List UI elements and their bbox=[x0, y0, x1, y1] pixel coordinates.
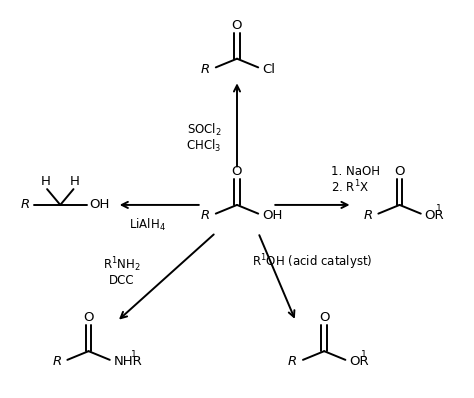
Text: R: R bbox=[52, 355, 62, 368]
Text: 2. R$^1$X: 2. R$^1$X bbox=[331, 179, 370, 195]
Text: DCC: DCC bbox=[109, 273, 134, 287]
Text: 1: 1 bbox=[130, 350, 136, 359]
Text: OH: OH bbox=[89, 199, 109, 211]
Text: R: R bbox=[201, 209, 210, 222]
Text: OR: OR bbox=[425, 209, 444, 222]
Text: 1: 1 bbox=[436, 204, 442, 213]
Text: O: O bbox=[319, 311, 329, 324]
Text: CHCl$_3$: CHCl$_3$ bbox=[186, 138, 222, 154]
Text: R: R bbox=[288, 355, 297, 368]
Text: NHR: NHR bbox=[114, 355, 142, 368]
Text: 1. NaOH: 1. NaOH bbox=[331, 165, 380, 178]
Text: OH: OH bbox=[262, 209, 283, 222]
Text: SOCl$_2$: SOCl$_2$ bbox=[187, 122, 221, 138]
Text: 1: 1 bbox=[360, 350, 366, 359]
Text: O: O bbox=[394, 165, 405, 178]
Text: O: O bbox=[232, 19, 242, 31]
Text: H: H bbox=[41, 175, 51, 188]
Text: O: O bbox=[232, 165, 242, 178]
Text: OR: OR bbox=[349, 355, 369, 368]
Text: R$^1$OH (acid catalyst): R$^1$OH (acid catalyst) bbox=[252, 252, 373, 272]
Text: Cl: Cl bbox=[262, 63, 275, 76]
Text: R: R bbox=[201, 63, 210, 76]
Text: H: H bbox=[70, 175, 80, 188]
Text: R: R bbox=[21, 199, 30, 211]
Text: LiAlH$_4$: LiAlH$_4$ bbox=[129, 217, 166, 233]
Text: R$^1$NH$_2$: R$^1$NH$_2$ bbox=[103, 255, 140, 273]
Text: R: R bbox=[364, 209, 373, 222]
Text: O: O bbox=[83, 311, 94, 324]
